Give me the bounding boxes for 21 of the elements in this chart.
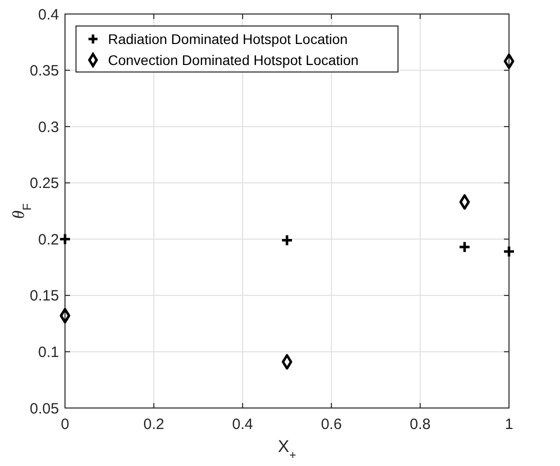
x-tick-label: 0 [60,416,70,433]
y-tick-label: 0.35 [30,62,59,80]
point [58,232,72,246]
x-tick-label: 0.2 [143,416,164,433]
point [280,234,294,247]
y-tick-label: 0.1 [38,344,59,361]
y-tick-label: 0.15 [30,288,59,305]
legend-label: Radiation Dominated Hotspot Location [108,30,348,47]
y-tick-label: 0.25 [30,175,59,192]
x-tick-label: 0.8 [410,416,431,433]
legend-label: Convection Dominated Hotspot Location [108,52,359,68]
x-tick-label: 0.6 [320,416,342,433]
x-axis-title: X$_{+}$ [278,437,296,462]
point [458,240,471,254]
y-tick-label: 0.4 [38,6,59,24]
x-tick-label: 0.4 [232,416,254,433]
y-tick-label: 0.05 [30,400,59,418]
y-tick-label: 0.3 [38,118,59,136]
point [502,245,516,258]
x-tick-label: 1 [504,416,514,433]
y-tick-label: 0.2 [38,231,59,248]
